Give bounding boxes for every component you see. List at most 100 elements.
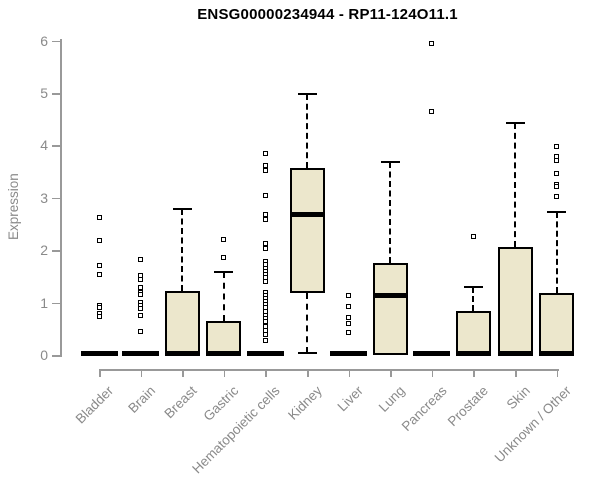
x-tick	[223, 369, 226, 377]
lower-whisker-cap	[297, 352, 317, 355]
outlier-point	[470, 233, 476, 239]
outlier-point	[429, 40, 435, 46]
y-tick-label: 4	[40, 137, 48, 154]
upper-whisker	[306, 94, 308, 168]
box	[455, 310, 491, 355]
upper-whisker	[389, 162, 392, 263]
x-tick	[307, 369, 309, 377]
outlier-point	[262, 150, 268, 156]
outlier-point	[96, 263, 102, 269]
upper-whisker	[222, 272, 225, 321]
upper-whisker	[514, 122, 516, 248]
x-tick	[473, 369, 475, 377]
box	[164, 291, 200, 355]
y-tick-label: 2	[40, 242, 48, 259]
outlier-point	[96, 314, 102, 320]
y-tick	[52, 40, 60, 43]
outlier-point	[221, 254, 227, 260]
outlier-point	[96, 214, 102, 220]
category-label: Liver	[334, 383, 367, 415]
upper-whisker	[181, 208, 184, 292]
upper-whisker-cap	[172, 207, 192, 210]
category-label: Lung	[375, 383, 408, 415]
outlier-point	[138, 256, 144, 262]
outlier-point	[262, 246, 268, 252]
x-tick	[515, 369, 517, 377]
upper-whisker-cap	[547, 210, 567, 213]
outlier-point	[262, 192, 268, 198]
median-line	[539, 350, 575, 356]
outlier-point	[96, 238, 102, 244]
box	[206, 320, 242, 355]
median-line	[372, 293, 408, 299]
collapsed-box	[330, 351, 368, 357]
outlier-point	[262, 168, 268, 174]
chart-title: ENSG00000234944 - RP11-124O11.1	[197, 6, 458, 23]
outlier-point	[554, 144, 560, 150]
category-label: Prostate	[444, 383, 492, 430]
outlier-point	[96, 305, 102, 311]
outlier-point	[429, 109, 435, 115]
outlier-point	[346, 293, 352, 299]
x-tick	[431, 369, 434, 377]
outlier-point	[138, 292, 144, 298]
outlier-point	[96, 272, 102, 278]
outlier-point	[346, 320, 352, 326]
median-line	[164, 350, 200, 356]
median-line	[289, 211, 325, 217]
outlier-point	[346, 304, 352, 310]
collapsed-box	[122, 351, 160, 357]
x-axis-line	[99, 369, 559, 371]
median-line	[206, 350, 242, 356]
y-tick	[52, 145, 60, 147]
upper-whisker-cap	[505, 121, 525, 124]
outlier-point	[138, 306, 144, 312]
x-tick	[140, 369, 143, 377]
category-label: Unknown / Other	[491, 383, 575, 466]
outlier-point	[554, 183, 560, 189]
outlier-point	[554, 194, 560, 200]
box	[289, 167, 325, 294]
outlier-point	[262, 337, 268, 343]
y-tick	[52, 355, 60, 357]
category-label: Brain	[125, 383, 159, 416]
y-tick-label: 1	[40, 294, 48, 311]
outlier-point	[554, 170, 560, 176]
category-label: Breast	[161, 383, 200, 422]
x-tick	[348, 369, 351, 377]
upper-whisker	[555, 211, 558, 294]
outlier-point	[262, 279, 268, 285]
outlier-point	[554, 157, 560, 163]
outlier-point	[262, 217, 268, 223]
outlier-point	[138, 277, 144, 283]
lower-whisker	[306, 293, 308, 354]
outlier-point	[262, 212, 268, 218]
box	[372, 262, 408, 355]
upper-whisker	[472, 286, 475, 311]
y-tick-label: 5	[40, 85, 48, 101]
y-axis-line	[60, 38, 62, 357]
upper-whisker-cap	[380, 161, 400, 164]
upper-whisker-cap	[297, 93, 317, 96]
outlier-point	[138, 312, 144, 318]
category-label: Skin	[503, 383, 533, 413]
median-line	[455, 350, 491, 356]
y-tick	[52, 250, 60, 252]
category-label: Gastric	[200, 383, 242, 424]
median-line	[497, 350, 533, 356]
box	[539, 293, 575, 355]
collapsed-box	[80, 351, 118, 357]
y-tick	[52, 93, 60, 95]
outlier-point	[221, 236, 227, 242]
y-tick	[52, 197, 60, 200]
outlier-point	[138, 329, 144, 335]
x-tick	[390, 369, 392, 377]
category-label: Pancreas	[398, 383, 450, 434]
outlier-point	[346, 330, 352, 336]
y-axis-label: Expression	[6, 173, 21, 240]
outlier-point	[262, 162, 268, 168]
category-label: Kidney	[284, 383, 325, 423]
collapsed-box	[413, 351, 451, 357]
x-tick	[265, 369, 267, 377]
